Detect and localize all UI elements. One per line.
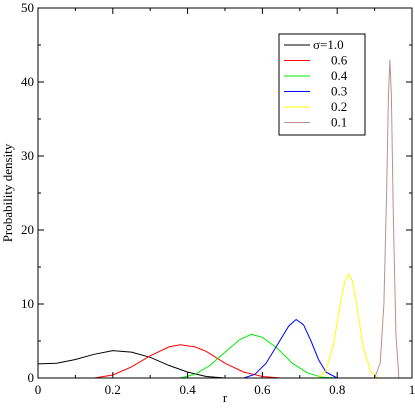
series-line-4 (318, 273, 379, 379)
legend-box (278, 33, 366, 136)
x-tick-label: 0.8 (329, 382, 345, 397)
legend-label-3: 0.3 (331, 84, 347, 99)
y-axis-label: Probability density (0, 143, 15, 242)
legend-label-0: σ=1.0 (313, 37, 344, 52)
legend-label-5: 0.1 (331, 115, 347, 130)
series-line-3 (243, 318, 338, 379)
y-tick-label: 20 (21, 222, 34, 237)
y-tick-label: 0 (28, 370, 35, 385)
series-line-0 (37, 350, 226, 379)
legend-label-2: 0.4 (331, 68, 348, 83)
x-tick-label: 0.4 (179, 382, 196, 397)
y-tick-label: 30 (21, 148, 34, 163)
x-tick-label: 0.6 (254, 382, 271, 397)
x-tick-label: 1 (409, 382, 415, 397)
y-tick-label: 10 (21, 296, 34, 311)
x-axis-label: r (223, 390, 228, 405)
y-tick-label: 50 (21, 0, 34, 15)
legend-label-4: 0.2 (331, 99, 347, 114)
series-line-2 (179, 333, 338, 379)
x-tick-label: 0.2 (105, 382, 121, 397)
y-tick-label: 40 (21, 74, 34, 89)
x-tick-label: 0 (35, 382, 42, 397)
legend-label-1: 0.6 (331, 53, 348, 68)
series-line-1 (94, 344, 282, 379)
series-line-5 (374, 59, 400, 379)
